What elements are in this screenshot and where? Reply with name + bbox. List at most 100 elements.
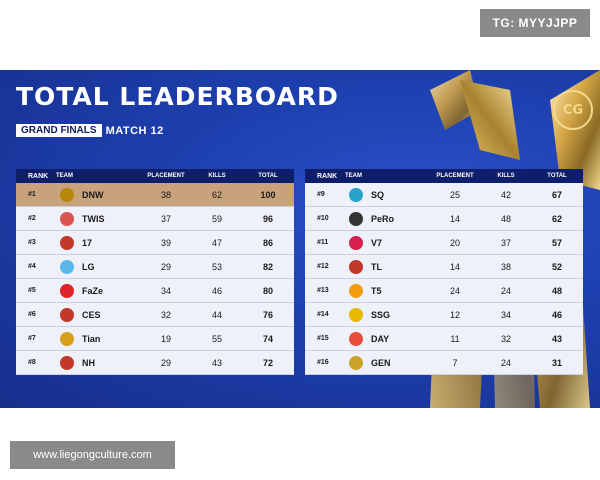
team-logo-icon [56, 331, 78, 346]
team-logo-icon [349, 283, 363, 298]
table-row: #13 T5 24 24 48 [305, 279, 583, 303]
page-title: TOTAL LEADERBOARD [16, 82, 339, 111]
team-logo-icon [349, 331, 363, 346]
stage-subtitle: GRAND FINALS MATCH 12 [16, 124, 164, 137]
rank-cell: #2 [28, 215, 36, 222]
header-team: TEAM [56, 173, 73, 179]
team-logo-icon [60, 259, 74, 274]
rank-cell: #3 [28, 239, 36, 246]
team-name-cell: LG [82, 261, 95, 272]
table-body: #1 DNW 38 62 100 #2 TWIS 37 59 96 #3 17 39 47 86 #4 LG 29… [16, 183, 294, 375]
rank-cell: #1 [28, 191, 36, 198]
total-cell: 76 [262, 309, 273, 320]
team-logo-icon [349, 307, 363, 322]
match-label: MATCH 12 [105, 124, 164, 137]
leaderboard-banner: CG TOTAL LEADERBOARD GRAND FINALS MATCH … [0, 70, 600, 408]
team-logo-icon [56, 259, 78, 274]
team-name-cell: T5 [371, 285, 382, 296]
table-row: #1 DNW 38 62 100 [16, 183, 294, 207]
placement-cell: 19 [160, 333, 171, 344]
placement-cell: 32 [160, 309, 171, 320]
kills-cell: 59 [211, 213, 222, 224]
total-cell: 86 [262, 237, 273, 248]
table-row: #7 Tian 19 55 74 [16, 327, 294, 351]
header-placement: PLACEMENT [436, 173, 474, 179]
rank-cell: #7 [28, 335, 36, 342]
table-row: #6 CES 32 44 76 [16, 303, 294, 327]
team-logo-icon [349, 259, 363, 274]
team-name-cell: DAY [371, 333, 390, 344]
team-logo-icon [349, 211, 363, 226]
total-cell: 46 [551, 309, 562, 320]
placement-cell: 39 [160, 237, 171, 248]
team-logo-icon [345, 283, 367, 298]
header-placement: PLACEMENT [147, 173, 185, 179]
header-rank: RANK [317, 172, 338, 180]
team-logo-icon [56, 211, 78, 226]
placement-cell: 25 [449, 189, 460, 200]
placement-cell: 14 [449, 261, 460, 272]
table-header: RANK TEAM PLACEMENT KILLS TOTAL [16, 169, 294, 183]
team-name-cell: SQ [371, 189, 385, 200]
table-row: #8 NH 29 43 72 [16, 351, 294, 375]
table-row: #15 DAY 11 32 43 [305, 327, 583, 351]
placement-cell: 7 [452, 357, 458, 368]
header-kills: KILLS [208, 173, 226, 179]
header-team: TEAM [345, 173, 362, 179]
team-logo-icon [60, 355, 74, 370]
total-cell: 100 [260, 189, 276, 200]
kills-cell: 47 [211, 237, 222, 248]
total-cell: 80 [262, 285, 273, 296]
rank-cell: #9 [317, 191, 325, 198]
team-name-cell: DNW [82, 189, 104, 200]
table-row: #4 LG 29 53 82 [16, 255, 294, 279]
total-cell: 74 [262, 333, 273, 344]
table-row: #9 SQ 25 42 67 [305, 183, 583, 207]
team-name-cell: TL [371, 261, 382, 272]
team-logo-icon [60, 211, 74, 226]
team-logo-icon [345, 235, 367, 250]
rank-cell: #16 [317, 359, 329, 366]
team-logo-icon [345, 355, 367, 370]
team-name-cell: FaZe [82, 285, 104, 296]
placement-cell: 12 [449, 309, 460, 320]
kills-cell: 32 [500, 333, 511, 344]
placement-cell: 34 [160, 285, 171, 296]
team-logo-icon [345, 211, 367, 226]
table-row: #10 PeRo 14 48 62 [305, 207, 583, 231]
kills-cell: 38 [500, 261, 511, 272]
team-logo-icon [349, 235, 363, 250]
table-row: #16 GEN 7 24 31 [305, 351, 583, 375]
team-logo-icon [349, 355, 363, 370]
kills-cell: 55 [211, 333, 222, 344]
kills-cell: 24 [500, 357, 511, 368]
rank-cell: #14 [317, 311, 329, 318]
table-row: #12 TL 14 38 52 [305, 255, 583, 279]
total-cell: 82 [262, 261, 273, 272]
table-row: #5 FaZe 34 46 80 [16, 279, 294, 303]
team-name-cell: SSG [371, 309, 391, 320]
header-total: TOTAL [547, 173, 567, 179]
kills-cell: 34 [500, 309, 511, 320]
total-cell: 96 [262, 213, 273, 224]
team-name-cell: V7 [371, 237, 383, 248]
rank-cell: #13 [317, 287, 329, 294]
rank-cell: #4 [28, 263, 36, 270]
table-row: #3 17 39 47 86 [16, 231, 294, 255]
team-logo-icon [56, 307, 78, 322]
total-cell: 48 [551, 285, 562, 296]
team-name-cell: TWIS [82, 213, 105, 224]
header-kills: KILLS [497, 173, 515, 179]
team-name-cell: NH [82, 357, 95, 368]
telegram-watermark: TG: MYYJJPP [480, 9, 590, 37]
team-logo-icon [60, 283, 74, 298]
placement-cell: 14 [449, 213, 460, 224]
placement-cell: 38 [160, 189, 171, 200]
rank-cell: #12 [317, 263, 329, 270]
total-cell: 62 [551, 213, 562, 224]
kills-cell: 53 [211, 261, 222, 272]
rank-cell: #15 [317, 335, 329, 342]
placement-cell: 24 [449, 285, 460, 296]
kills-cell: 24 [500, 285, 511, 296]
